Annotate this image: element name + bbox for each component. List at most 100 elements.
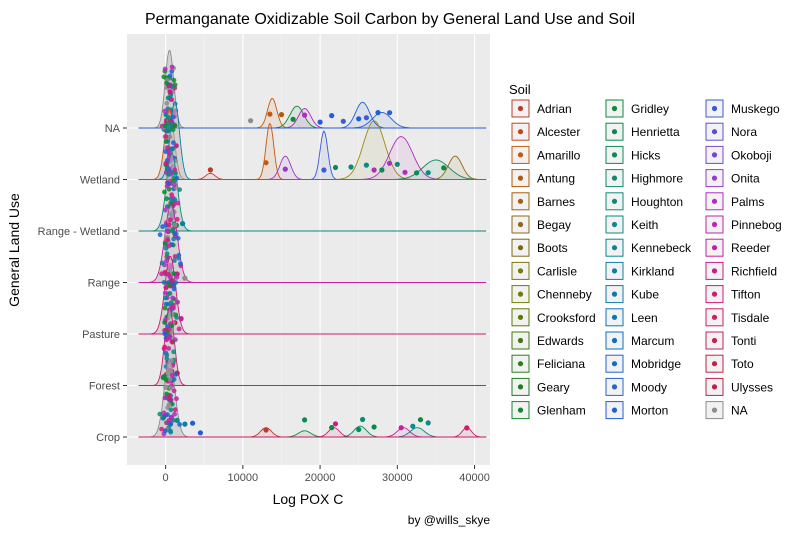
- data-point: [348, 164, 354, 170]
- data-point: [360, 416, 366, 423]
- data-point: [329, 113, 335, 119]
- data-point: [166, 335, 172, 341]
- legend-item: Leen: [605, 308, 658, 327]
- legend-item: Chenneby: [511, 285, 592, 304]
- data-point: [171, 305, 176, 311]
- legend-item: Glenham: [511, 401, 586, 420]
- legend-key-point: [517, 291, 524, 297]
- data-point: [177, 422, 183, 427]
- data-point: [175, 299, 181, 305]
- legend-label: Morton: [631, 404, 668, 418]
- x-tick-label: 0: [163, 472, 169, 484]
- data-point: [163, 134, 169, 139]
- chart-caption: by @wills_skye: [408, 513, 491, 527]
- density-curve: [138, 111, 487, 129]
- data-point: [163, 377, 169, 383]
- data-point: [160, 415, 166, 421]
- legend-key-point: [711, 129, 718, 135]
- legend-key-point: [517, 221, 524, 228]
- data-point: [169, 192, 175, 198]
- legend-key-point: [517, 337, 524, 344]
- data-point: [162, 395, 168, 401]
- data-point: [387, 110, 393, 116]
- legend-label: Okoboji: [731, 148, 772, 162]
- y-tick-label: Pasture: [82, 329, 120, 341]
- data-point: [168, 407, 174, 413]
- legend-label: Geary: [537, 380, 570, 394]
- legend-label: Mobridge: [631, 357, 681, 371]
- legend-item: Kennebeck: [605, 238, 692, 257]
- data-point: [162, 428, 168, 434]
- data-point: [302, 112, 308, 118]
- legend-key-point: [711, 407, 718, 413]
- data-point: [171, 77, 177, 83]
- y-tick-label: NA: [105, 123, 121, 135]
- legend-label: Tifton: [731, 288, 761, 302]
- data-point: [172, 411, 178, 417]
- data-point: [163, 149, 169, 155]
- data-point: [166, 243, 172, 249]
- legend-key-point: [517, 198, 524, 204]
- data-point: [263, 427, 269, 433]
- legend-label: Muskego: [731, 102, 780, 116]
- legend-label: Nora: [731, 125, 757, 139]
- legend-key-point: [711, 245, 718, 251]
- data-point: [177, 187, 183, 193]
- data-point: [172, 407, 178, 413]
- data-point: [356, 116, 362, 122]
- data-point: [157, 232, 163, 238]
- legend-key-point: [611, 384, 618, 390]
- legend-label: Gridley: [631, 102, 669, 116]
- legend-key-point: [711, 198, 718, 204]
- data-point: [317, 119, 323, 125]
- data-point: [379, 167, 385, 173]
- data-point: [182, 275, 188, 281]
- legend-key-point: [517, 129, 524, 135]
- data-point: [363, 162, 369, 168]
- legend-item: Muskego: [705, 99, 780, 118]
- legend-key-point: [611, 175, 618, 181]
- data-point: [164, 352, 170, 358]
- legend-item: Ulysses: [705, 377, 773, 396]
- legend-item: Onita: [705, 169, 760, 188]
- legend-item: NA: [705, 401, 748, 420]
- y-axis: Crop Forest Pasture Range Range - Wetland Wet…: [38, 123, 127, 444]
- data-point: [371, 424, 377, 430]
- legend-label: Pinnebog: [731, 218, 782, 232]
- data-point: [174, 417, 180, 423]
- data-point: [441, 165, 447, 171]
- x-tick-label: 40000: [459, 472, 490, 484]
- x-tick-label: 30000: [382, 472, 413, 484]
- data-point: [171, 140, 176, 146]
- legend-label: Keith: [631, 218, 658, 232]
- legend-key-point: [611, 337, 618, 344]
- data-point: [171, 178, 177, 184]
- data-point: [414, 170, 420, 176]
- data-point: [174, 143, 179, 149]
- legend-item: Mobridge: [605, 354, 681, 373]
- data-point: [329, 425, 335, 431]
- data-point: [171, 236, 177, 242]
- legend-key-point: [711, 314, 718, 320]
- data-point: [398, 425, 404, 431]
- legend-label: Amarillo: [537, 148, 581, 162]
- legend-label: Ulysses: [731, 380, 773, 394]
- data-point: [171, 286, 177, 292]
- data-point: [169, 64, 175, 70]
- legend-key-point: [611, 361, 618, 367]
- legend-label: Crooksford: [537, 311, 596, 325]
- legend-key-point: [711, 105, 718, 112]
- legend-label: Marcum: [631, 334, 674, 348]
- data-point: [166, 115, 171, 121]
- data-point: [165, 228, 171, 234]
- legend-key-point: [711, 152, 718, 158]
- data-point: [163, 139, 169, 144]
- legend-key-point: [611, 152, 618, 158]
- legend-label: Edwards: [537, 334, 584, 348]
- data-point: [375, 110, 381, 116]
- data-point: [168, 121, 174, 127]
- legend-item: Marcum: [605, 331, 674, 350]
- data-point: [161, 410, 167, 416]
- data-point: [168, 200, 174, 206]
